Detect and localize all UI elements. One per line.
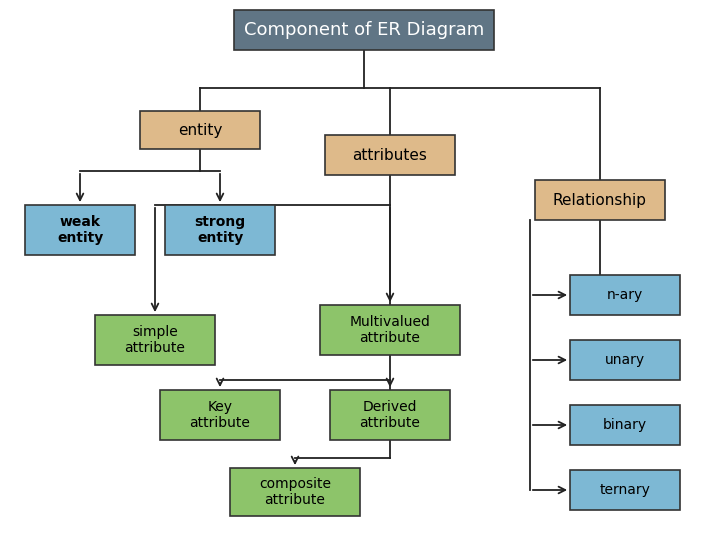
FancyBboxPatch shape [325,135,455,175]
Text: simple
attribute: simple attribute [124,325,186,355]
Text: unary: unary [605,353,645,367]
FancyBboxPatch shape [140,111,260,149]
FancyBboxPatch shape [570,470,680,510]
Text: Relationship: Relationship [553,193,647,207]
FancyBboxPatch shape [570,340,680,380]
FancyBboxPatch shape [160,390,280,440]
Text: strong
entity: strong entity [194,215,245,245]
Text: binary: binary [603,418,647,432]
Text: entity: entity [178,122,222,138]
FancyBboxPatch shape [320,305,460,355]
Text: ternary: ternary [600,483,650,497]
FancyBboxPatch shape [230,468,360,516]
FancyBboxPatch shape [25,205,135,255]
Text: Multivalued
attribute: Multivalued attribute [349,315,430,345]
FancyBboxPatch shape [330,390,450,440]
Text: Derived
attribute: Derived attribute [360,400,421,430]
Text: weak
entity: weak entity [57,215,103,245]
FancyBboxPatch shape [570,275,680,315]
FancyBboxPatch shape [234,10,494,50]
FancyBboxPatch shape [535,180,665,220]
FancyBboxPatch shape [165,205,275,255]
Text: composite
attribute: composite attribute [259,477,331,507]
Text: n-ary: n-ary [607,288,643,302]
FancyBboxPatch shape [95,315,215,365]
Text: Key
attribute: Key attribute [189,400,250,430]
Text: Component of ER Diagram: Component of ER Diagram [244,21,484,39]
FancyBboxPatch shape [570,405,680,445]
Text: attributes: attributes [352,147,427,163]
